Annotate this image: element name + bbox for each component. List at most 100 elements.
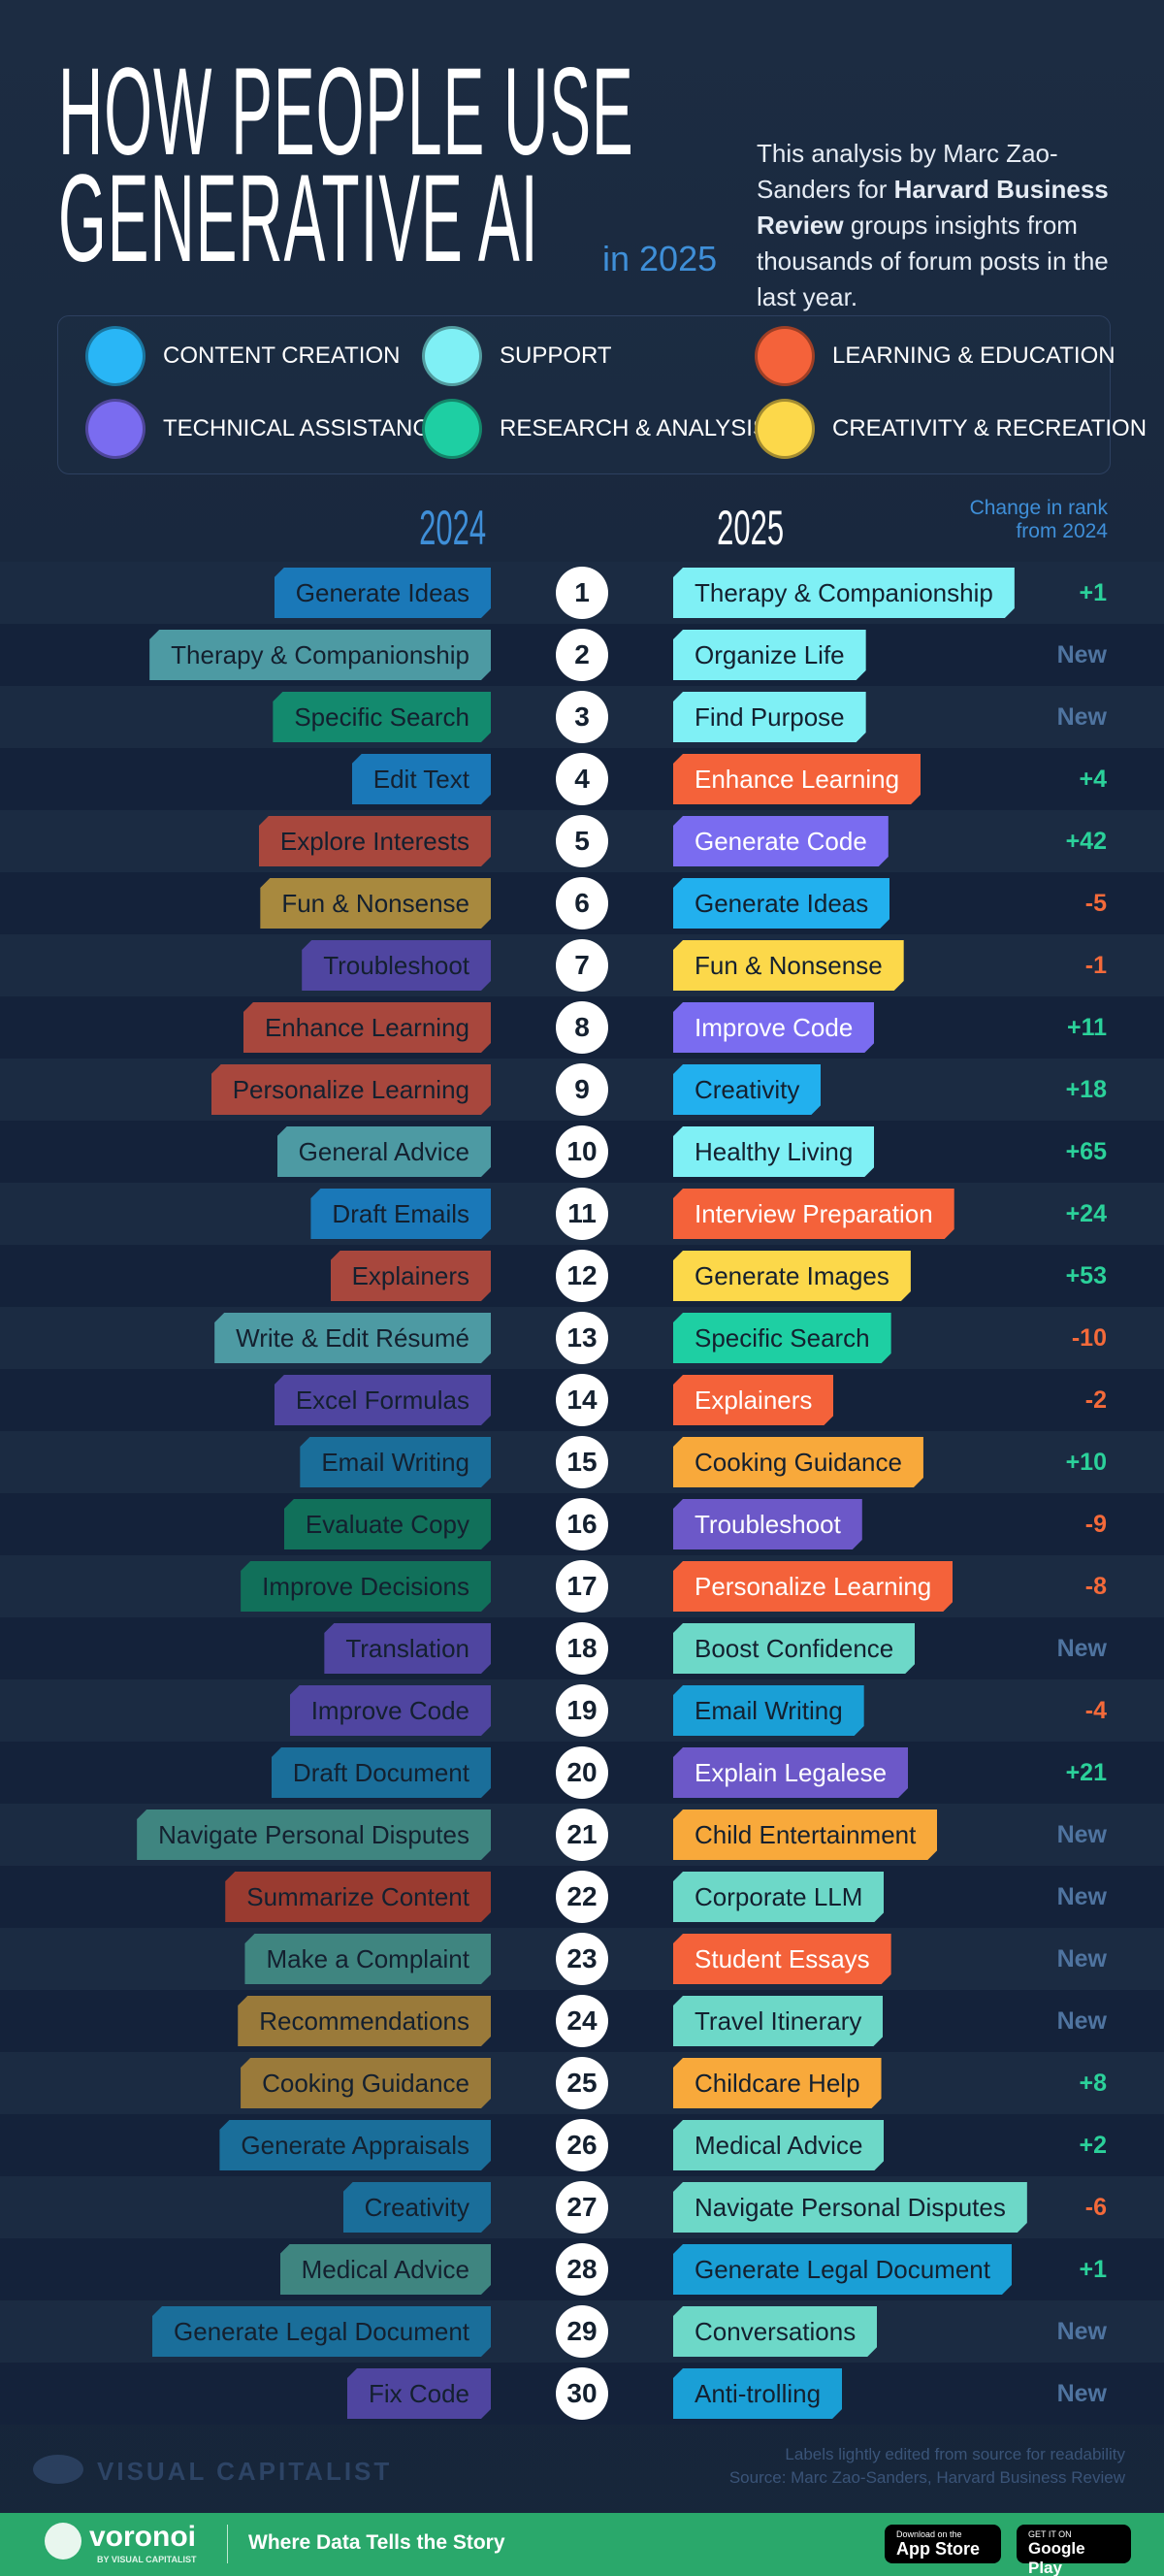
column-header: 2025 bbox=[717, 501, 785, 555]
rank: 3 bbox=[556, 691, 608, 743]
left-label: Enhance Learning bbox=[243, 1002, 491, 1053]
right-label: Personalize Learning bbox=[673, 1561, 953, 1612]
left-label: Improve Code bbox=[290, 1685, 491, 1736]
right-label: Conversations bbox=[673, 2306, 877, 2357]
right-label: Explainers bbox=[673, 1375, 833, 1425]
right-label: Generate Legal Document bbox=[673, 2244, 1012, 2295]
badge-big: Google Play bbox=[1028, 2539, 1085, 2576]
title-line: HOW PEOPLE USE bbox=[58, 43, 634, 181]
left-label: General Advice bbox=[277, 1126, 491, 1177]
legend-icon bbox=[755, 399, 815, 459]
rank: 28 bbox=[556, 2243, 608, 2296]
description: This analysis by Marc Zao-Sanders for Ha… bbox=[757, 136, 1125, 315]
left-label: Therapy & Companionship bbox=[149, 630, 491, 680]
column-header: 2024 bbox=[419, 501, 487, 555]
rank-change: +42 bbox=[1065, 828, 1107, 855]
brand: VISUAL CAPITALIST bbox=[97, 2457, 393, 2486]
rank: 24 bbox=[556, 1995, 608, 2047]
rank: 4 bbox=[556, 753, 608, 805]
rank: 11 bbox=[556, 1188, 608, 1240]
rank-change: New bbox=[1056, 641, 1107, 668]
right-label: Medical Advice bbox=[673, 2120, 884, 2170]
rank-change: +65 bbox=[1065, 1138, 1107, 1165]
footer-note: Labels lightly edited from source for re… bbox=[785, 2445, 1125, 2463]
rank-change: New bbox=[1056, 703, 1107, 731]
rank-change: +21 bbox=[1065, 1759, 1107, 1786]
right-label: Improve Code bbox=[673, 1002, 874, 1053]
legend-icon bbox=[85, 326, 146, 386]
right-label: Troubleshoot bbox=[673, 1499, 862, 1549]
rank: 21 bbox=[556, 1809, 608, 1861]
right-label: Childcare Help bbox=[673, 2058, 882, 2108]
right-label: Explain Legalese bbox=[673, 1747, 908, 1798]
left-label: Explainers bbox=[331, 1251, 491, 1301]
rank-change: -10 bbox=[1071, 1324, 1107, 1352]
rank-change: New bbox=[1056, 2380, 1107, 2407]
brand-logo bbox=[33, 2455, 83, 2484]
right-label: Cooking Guidance bbox=[673, 1437, 923, 1487]
rank: 14 bbox=[556, 1374, 608, 1426]
rank: 26 bbox=[556, 2119, 608, 2171]
rank: 23 bbox=[556, 1933, 608, 1985]
right-label: Anti-trolling bbox=[673, 2368, 842, 2419]
left-label: Generate Appraisals bbox=[219, 2120, 491, 2170]
legend-icon bbox=[422, 399, 482, 459]
rank: 15 bbox=[556, 1436, 608, 1488]
rank-change: -6 bbox=[1084, 2194, 1107, 2221]
left-label: Creativity bbox=[343, 2182, 491, 2233]
rank-change: +1 bbox=[1079, 579, 1107, 606]
rank-change: New bbox=[1056, 1635, 1107, 1662]
description-text: This analysis by Marc Zao-Sanders for bbox=[757, 139, 1058, 204]
legend-label: TECHNICAL ASSISTANCE bbox=[163, 415, 445, 441]
right-label: Child Entertainment bbox=[673, 1810, 937, 1860]
left-label: Draft Document bbox=[272, 1747, 491, 1798]
rank-change: New bbox=[1056, 1945, 1107, 1973]
right-label: Healthy Living bbox=[673, 1126, 874, 1177]
rank-change: +10 bbox=[1065, 1449, 1107, 1476]
rank: 12 bbox=[556, 1250, 608, 1302]
voronoi-sub: BY VISUAL CAPITALIST bbox=[97, 2555, 197, 2564]
rank: 9 bbox=[556, 1063, 608, 1116]
right-label: Email Writing bbox=[673, 1685, 864, 1736]
badge-small: Download on the bbox=[896, 2529, 962, 2539]
rank-change: -1 bbox=[1084, 952, 1107, 979]
title-line: GENERATIVE AI bbox=[58, 149, 539, 288]
rank: 27 bbox=[556, 2181, 608, 2234]
left-label: Make a Complaint bbox=[244, 1934, 491, 1984]
rank: 29 bbox=[556, 2305, 608, 2358]
rank-change: -9 bbox=[1084, 1511, 1107, 1538]
rank: 2 bbox=[556, 629, 608, 681]
rank-change: -4 bbox=[1084, 1697, 1107, 1724]
left-label: Summarize Content bbox=[225, 1872, 491, 1922]
voronoi-logo bbox=[45, 2523, 81, 2560]
badge-big: App Store bbox=[896, 2539, 981, 2559]
rank-change: +11 bbox=[1066, 1014, 1107, 1041]
rank-change: New bbox=[1056, 2007, 1107, 2035]
rank: 19 bbox=[556, 1684, 608, 1737]
left-label: Write & Edit Résumé bbox=[214, 1313, 491, 1363]
right-label: Corporate LLM bbox=[673, 1872, 884, 1922]
rank: 17 bbox=[556, 1560, 608, 1613]
left-label: Cooking Guidance bbox=[241, 2058, 491, 2108]
rank: 30 bbox=[556, 2367, 608, 2420]
right-label: Interview Preparation bbox=[673, 1189, 954, 1239]
app-store-badge[interactable]: Download on the App Store bbox=[885, 2525, 1001, 2563]
left-label: Evaluate Copy bbox=[284, 1499, 491, 1549]
right-label: Generate Images bbox=[673, 1251, 911, 1301]
legend-label: CREATIVITY & RECREATION bbox=[832, 415, 1148, 441]
rank: 7 bbox=[556, 939, 608, 992]
footer-note: Source: Marc Zao-Sanders, Harvard Busine… bbox=[728, 2468, 1125, 2487]
right-label: Organize Life bbox=[673, 630, 866, 680]
description-text: groups insights from thousands of forum … bbox=[757, 211, 1109, 311]
right-label: Creativity bbox=[673, 1064, 821, 1115]
rank-change: -2 bbox=[1084, 1386, 1107, 1414]
right-label: Travel Itinerary bbox=[673, 1996, 883, 2046]
voronoi-name: voronoi bbox=[89, 2521, 196, 2553]
left-label: Generate Legal Document bbox=[152, 2306, 491, 2357]
rank-change: +8 bbox=[1079, 2070, 1107, 2097]
rank-change: +2 bbox=[1079, 2132, 1107, 2159]
rank-change: New bbox=[1056, 1821, 1107, 1848]
google-play-badge[interactable]: GET IT ON Google Play bbox=[1017, 2525, 1131, 2576]
rank-change: New bbox=[1056, 2318, 1107, 2345]
rank: 8 bbox=[556, 1001, 608, 1054]
